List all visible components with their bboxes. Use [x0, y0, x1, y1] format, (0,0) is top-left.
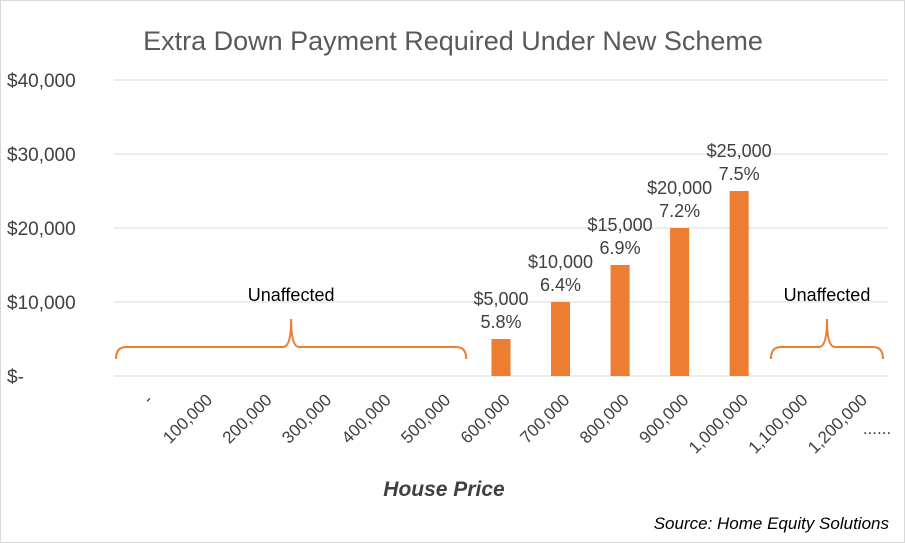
x-tick-label: 200,000: [219, 390, 276, 447]
data-label-percent: 7.5%: [719, 164, 760, 184]
gridlines: [114, 79, 888, 377]
x-tick-label: -: [139, 390, 156, 407]
x-tick-label: 600,000: [457, 390, 514, 447]
bar: [551, 302, 571, 376]
data-label-percent: 6.9%: [600, 238, 641, 258]
y-tick-label: $40,000: [7, 71, 76, 92]
bar: [729, 191, 749, 376]
bar: [491, 339, 511, 376]
x-tick-label: 500,000: [397, 390, 454, 447]
data-label-amount: $20,000: [647, 178, 712, 198]
data-label-amount: $5,000: [473, 289, 528, 309]
bar: [610, 265, 630, 376]
source-note: Source: Home Equity Solutions: [654, 514, 890, 533]
data-label-amount: $25,000: [707, 141, 772, 161]
x-axis-label: House Price: [383, 478, 505, 501]
x-tick-label: 1,200,000: [804, 390, 871, 457]
x-tick-label: 900,000: [636, 390, 693, 447]
x-axis-ticks: -100,000 200,000 300,000 400,000 500,000 600,…: [139, 390, 871, 457]
bar: [670, 228, 690, 376]
data-label-percent: 7.2%: [659, 201, 700, 221]
data-label-percent: 6.4%: [540, 275, 581, 295]
annotation-brace: [769, 318, 884, 360]
x-tick-label: 800,000: [576, 390, 633, 447]
y-tick-label: $10,000: [7, 293, 76, 314]
y-axis-ticks: $- $10,000 $20,000 $30,000 $40,000: [7, 71, 76, 388]
y-tick-label: $-: [7, 367, 24, 388]
x-tick-label: 300,000: [278, 390, 335, 447]
x-tick-label: 700,000: [516, 390, 573, 447]
y-tick-label: $30,000: [7, 145, 76, 166]
x-tick-label: 400,000: [338, 390, 395, 447]
annotations: Unaffected Unaffected: [115, 285, 884, 360]
data-label-percent: 5.8%: [480, 312, 521, 332]
x-tick-label: 1,000,000: [685, 390, 752, 457]
annotation-label: Unaffected: [784, 285, 871, 305]
annotation-brace: [115, 318, 468, 360]
chart-title: Extra Down Payment Required Under New Sc…: [143, 26, 763, 56]
y-tick-label: $20,000: [7, 219, 76, 240]
x-axis-continuation: ......: [863, 419, 891, 438]
data-labels: $5,000 5.8% $10,000 6.4% $15,000 6.9% $20,000 7…: [473, 141, 771, 332]
x-tick-label: 1,100,000: [745, 390, 812, 457]
annotation-label: Unaffected: [248, 285, 335, 305]
bars: [491, 191, 749, 376]
x-tick-label: 100,000: [159, 390, 216, 447]
data-label-amount: $15,000: [588, 215, 653, 235]
data-label-amount: $10,000: [528, 252, 593, 272]
